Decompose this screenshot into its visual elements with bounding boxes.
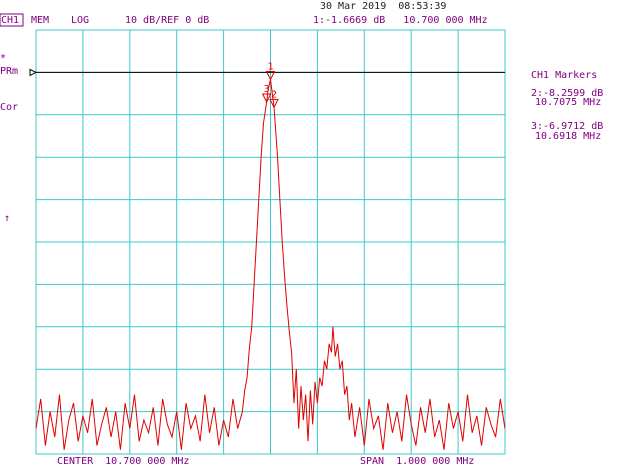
channel-box — [0, 13, 24, 27]
trace — [35, 79, 506, 450]
scale: 10 dB/REF 0 dB — [125, 15, 209, 26]
marker — [261, 93, 272, 104]
marker-label: 1 — [267, 61, 273, 72]
span-label: SPAN 1.000 000 MHz — [360, 456, 474, 465]
marker-panel-line: 10.6918 MHz — [535, 131, 601, 142]
marker-readout: 1:-1.6669 dB 10.700 000 MHz — [313, 15, 488, 26]
datetime: 30 Mar 2019 08:53:39 — [320, 1, 446, 12]
channel: CH1 — [1, 15, 19, 26]
side-label: PRm — [0, 66, 18, 77]
side-label: ↑ — [4, 213, 10, 224]
marker-panel-line: 3:-6.9712 dB — [531, 121, 603, 132]
side-label: * — [0, 53, 6, 64]
marker — [269, 98, 279, 109]
marker-label: 2 — [271, 89, 277, 100]
marker-label: 3 — [264, 84, 270, 95]
marker-panel-line: 2:-8.2599 dB — [531, 88, 603, 99]
reference-pointer — [29, 68, 38, 77]
mode: MEM — [31, 15, 49, 26]
marker-panel-title: CH1 Markers — [531, 70, 597, 81]
marker-panel-line: 10.7075 MHz — [535, 97, 601, 108]
format: LOG — [71, 15, 89, 26]
side-label: Cor — [0, 102, 18, 113]
marker — [265, 70, 276, 81]
center-label: CENTER 10.700 000 MHz — [57, 456, 189, 465]
